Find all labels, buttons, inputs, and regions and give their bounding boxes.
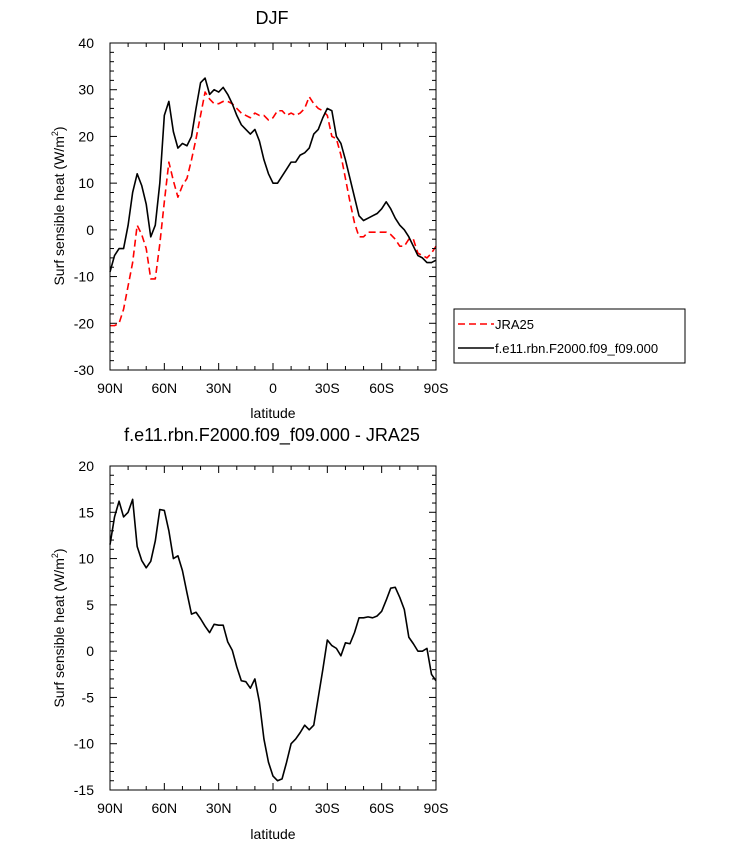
top-xtick-label: 90S: [424, 380, 449, 396]
bottom-xtick-label: 0: [269, 800, 277, 816]
legend: JRA25 f.e11.rbn.F2000.f09_f09.000: [453, 308, 686, 364]
top-panel: DJF 90N 60N 30N 0 30S 60S 90S -30 -20 -10 0 10 20 30 4…: [50, 8, 686, 421]
bottom-ytick-label: 10: [78, 551, 94, 567]
bottom-xtick-label: 60N: [151, 800, 177, 816]
top-y-axis-label-main: Surf sensible heat (W/m: [51, 136, 67, 285]
bottom-xtick-label: 30S: [315, 800, 340, 816]
bottom-y-axis-label-main: Surf sensible heat (W/m: [51, 558, 67, 707]
top-ytick-label: -10: [74, 269, 94, 285]
top-y-axis-label: Surf sensible heat (W/m2): [50, 126, 67, 285]
legend-box: [453, 308, 686, 364]
top-ytick-label: 30: [78, 82, 94, 98]
top-ticks: 90N 60N 30N 0 30S 60S 90S -30 -20 -10 0 10 20 30 40: [74, 35, 449, 396]
bottom-ytick-label: 15: [78, 504, 94, 520]
top-series-group: [109, 77, 437, 327]
top-xtick-label: 30S: [315, 380, 340, 396]
bottom-ytick-label: 20: [78, 458, 94, 474]
top-y-axis-label-sup: 2: [50, 131, 60, 136]
bottom-xtick-label: 30N: [206, 800, 232, 816]
top-y-axis-label-end: ): [51, 126, 67, 131]
bottom-x-axis-label: latitude: [250, 826, 295, 842]
top-x-axis-label: latitude: [250, 405, 295, 421]
bottom-y-axis-label: Surf sensible heat (W/m2): [50, 548, 67, 707]
top-xtick-label: 30N: [206, 380, 232, 396]
top-series-line-0: [110, 91, 437, 327]
bottom-xtick-label: 90S: [424, 800, 449, 816]
top-series-line-1: [109, 77, 437, 273]
bottom-ytick-label: 0: [86, 643, 94, 659]
top-ytick-label: 10: [78, 175, 94, 191]
top-ytick-label: -20: [74, 315, 94, 331]
legend-label-model: f.e11.rbn.F2000.f09_f09.000: [495, 341, 658, 356]
top-xtick-label: 90N: [97, 380, 123, 396]
bottom-ticks: 90N 60N 30N 0 30S 60S 90S -15 -10 -5 0 5 10 15 20: [74, 458, 449, 816]
bottom-xtick-label: 60S: [369, 800, 394, 816]
bottom-ytick-label: -10: [74, 736, 94, 752]
bottom-y-axis-label-end: ): [51, 548, 67, 553]
top-chart-title: DJF: [256, 8, 289, 28]
bottom-ytick-label: -5: [82, 689, 95, 705]
bottom-chart-title: f.e11.rbn.F2000.f09_f09.000 - JRA25: [124, 425, 420, 446]
bottom-series-group: [109, 498, 437, 782]
top-ytick-label: 0: [86, 222, 94, 238]
top-xtick-label: 0: [269, 380, 277, 396]
bottom-xtick-label: 90N: [97, 800, 123, 816]
bottom-ytick-label: -15: [74, 782, 94, 798]
legend-label-jra25: JRA25: [495, 317, 534, 332]
bottom-ytick-label: 5: [86, 597, 94, 613]
bottom-panel: f.e11.rbn.F2000.f09_f09.000 - JRA25 90N 6…: [50, 425, 448, 842]
top-xtick-label: 60N: [151, 380, 177, 396]
top-ytick-label: 40: [78, 35, 94, 51]
top-ytick-label: -30: [74, 362, 94, 378]
bottom-series-line-0: [109, 498, 437, 782]
top-xtick-label: 60S: [369, 380, 394, 396]
top-plot-frame: [109, 42, 437, 371]
top-ytick-label: 20: [78, 128, 94, 144]
bottom-y-axis-label-sup: 2: [50, 553, 60, 558]
